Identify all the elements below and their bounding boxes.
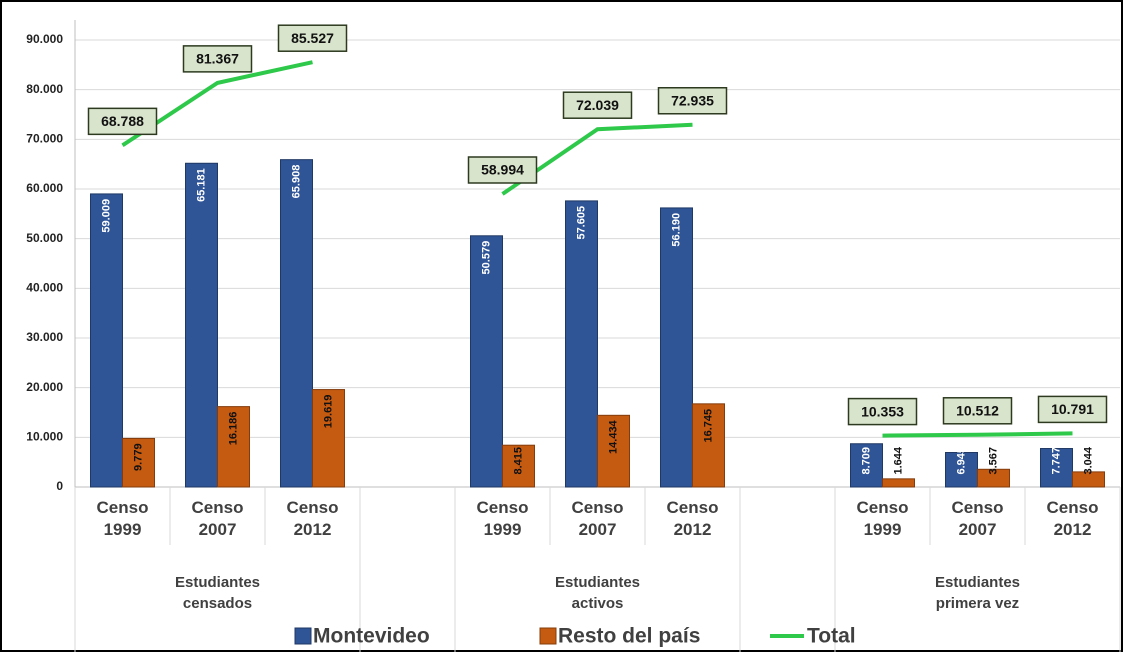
value-label: 57.605	[575, 206, 587, 240]
bar	[217, 406, 250, 488]
value-label: 3.567	[987, 447, 999, 475]
x-tick-label: Censo 2012	[286, 498, 339, 539]
legend-label: Total	[807, 625, 856, 648]
value-label: 50.579	[480, 241, 492, 275]
bar	[597, 414, 630, 488]
label-box	[467, 156, 538, 184]
value-label: 10.512	[956, 402, 999, 418]
bar	[90, 193, 123, 488]
label-box	[182, 45, 253, 73]
value-label: 3.044	[1082, 446, 1094, 474]
bar	[470, 235, 503, 488]
bar	[312, 389, 345, 488]
x-tick-label: Censo 1999	[476, 498, 529, 539]
label-box	[562, 91, 633, 119]
value-label: 1.644	[892, 446, 904, 474]
value-label: 72.039	[576, 97, 619, 113]
x-tick-label: Censo 2007	[951, 498, 1004, 539]
x-tick-label: Censo 2007	[571, 498, 624, 539]
value-label: 59.009	[100, 199, 112, 233]
value-label: 68.788	[101, 113, 144, 129]
bar	[1040, 448, 1073, 488]
y-tick-label: 90.000	[26, 32, 63, 46]
label-box	[1037, 395, 1108, 424]
x-tick-label: Censo 2007	[191, 498, 244, 539]
x-tick-label: Censo 2012	[666, 498, 719, 539]
group-label: Estudiantes activos	[554, 574, 641, 612]
y-tick-label: 10.000	[26, 430, 63, 444]
value-label: 56.190	[670, 213, 682, 247]
y-tick-label: 70.000	[26, 132, 63, 146]
bar	[502, 444, 535, 488]
y-tick-label: 40.000	[26, 281, 63, 295]
value-label: 65.181	[195, 168, 207, 202]
value-label: 10.353	[861, 403, 904, 419]
y-tick-label: 80.000	[26, 82, 63, 96]
bar	[882, 478, 915, 488]
value-label: 16.745	[702, 409, 714, 443]
x-tick-label: Censo 1999	[856, 498, 909, 539]
value-label: 85.527	[291, 30, 334, 46]
bar	[280, 159, 313, 488]
legend-swatch	[294, 627, 312, 645]
value-label: 72.935	[671, 92, 714, 108]
x-tick-label: Censo 2012	[1046, 498, 1099, 539]
bar	[565, 200, 598, 488]
legend-label: Resto del país	[558, 625, 700, 648]
bar	[122, 437, 155, 488]
group-label: Estudiantes primera vez	[934, 574, 1021, 612]
value-label: 14.434	[607, 419, 619, 454]
value-label: 7.747	[1050, 447, 1062, 475]
label-box	[657, 87, 728, 115]
group-label: Estudiantes censados	[174, 574, 261, 612]
value-label: 8.415	[512, 447, 524, 475]
value-label: 19.619	[322, 395, 334, 429]
bar	[660, 207, 693, 488]
label-box	[87, 107, 158, 136]
bar	[945, 452, 978, 488]
bar	[977, 468, 1010, 488]
label-box	[942, 397, 1013, 425]
value-label: 8.709	[860, 447, 872, 475]
value-label: 10.791	[1051, 401, 1094, 417]
legend-label: Montevideo	[313, 625, 430, 648]
value-label: 58.994	[481, 162, 524, 178]
value-label: 16.186	[227, 412, 239, 446]
bar	[850, 443, 883, 488]
y-tick-label: 30.000	[26, 330, 63, 344]
value-label: 9.779	[132, 443, 144, 471]
bar	[185, 162, 218, 488]
y-tick-label: 0	[56, 479, 63, 493]
bar	[1072, 471, 1105, 488]
bar	[692, 403, 725, 488]
y-tick-label: 60.000	[26, 181, 63, 195]
y-tick-label: 20.000	[26, 380, 63, 394]
y-tick-label: 50.000	[26, 231, 63, 245]
legend-swatch	[539, 627, 557, 645]
value-label: 81.367	[196, 51, 239, 67]
x-tick-label: Censo 1999	[96, 498, 149, 539]
value-label: 6.945	[955, 447, 967, 475]
value-label: 65.908	[290, 165, 302, 199]
label-box	[847, 397, 918, 426]
label-box	[277, 24, 348, 52]
